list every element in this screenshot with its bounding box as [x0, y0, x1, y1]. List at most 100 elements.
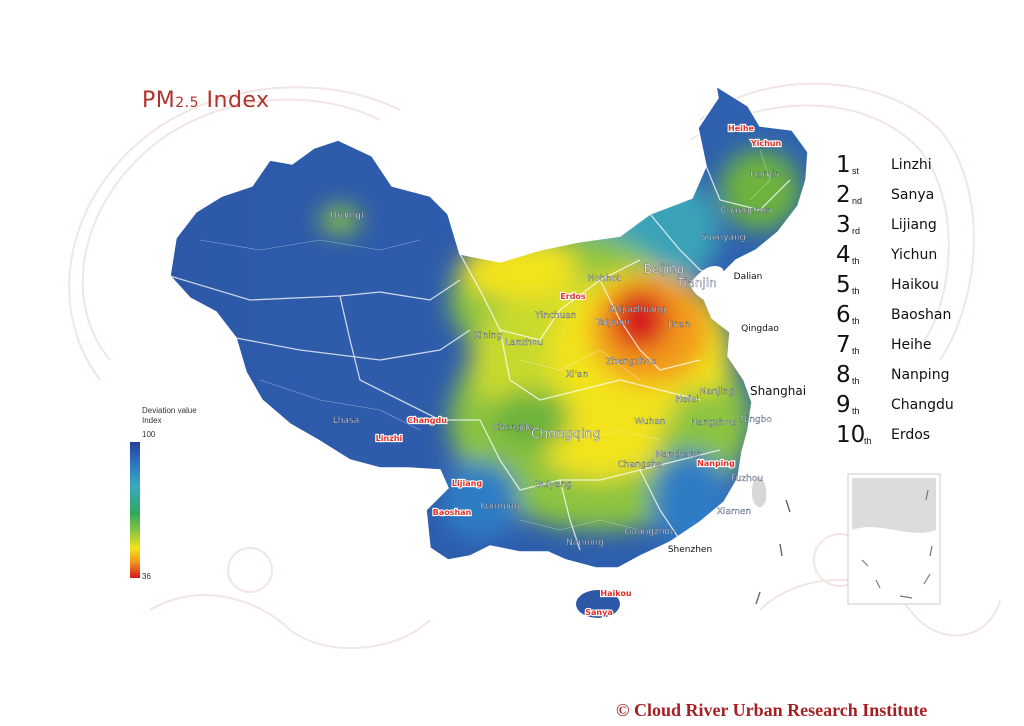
city-label: Urumqi [331, 211, 364, 221]
rank-city: Baoshan [891, 307, 952, 323]
legend-color-bar [130, 442, 140, 578]
city-label: Baoshan [433, 508, 472, 517]
copyright-notice: © Cloud River Urban Research Institute [616, 700, 928, 720]
city-label: Harbin [750, 170, 780, 180]
city-label: Nanchang [655, 450, 701, 460]
city-label: Heihe [728, 124, 755, 133]
legend-min-label: 36 [142, 572, 151, 581]
rank-number: 2 [836, 182, 851, 208]
rank-suffix: th [852, 286, 860, 296]
rank-number: 1 [836, 152, 851, 178]
rank-city: Haikou [891, 277, 940, 293]
rank-suffix: th [852, 406, 860, 416]
rank-number: 3 [836, 212, 851, 238]
rank-suffix: th [852, 376, 860, 386]
city-label: Linzhi [376, 434, 403, 443]
rank-suffix: th [852, 256, 860, 266]
rank-city: Changdu [891, 397, 954, 413]
city-labels: Heihe Yichun Harbin Changchun Shenyang Urumqi… [330, 123, 806, 618]
rank-city: Lijiang [891, 217, 937, 233]
city-label: Shenyang [701, 233, 746, 243]
rank-suffix: st [852, 166, 860, 176]
south-china-sea-inset [847, 473, 941, 605]
city-label: Wuhan [634, 417, 665, 427]
city-label: Guangzhou [624, 527, 675, 537]
city-label: Jinan [667, 320, 690, 330]
title-subscript: 2.5 [175, 95, 200, 111]
rank-suffix: th [852, 346, 860, 356]
rank-city: Heihe [891, 337, 932, 353]
city-label: Hefei [675, 395, 699, 405]
rank-suffix: nd [852, 196, 863, 206]
city-label: Hangzhou [690, 418, 735, 428]
city-label: Xiamen [717, 507, 751, 517]
city-label: Nanjing [700, 387, 734, 397]
rank-city: Erdos [891, 427, 931, 443]
city-label: Taiyuan [595, 318, 630, 328]
city-label: Kunming [480, 502, 520, 512]
rank-number: 5 [836, 272, 851, 298]
rank-suffix: th [852, 316, 860, 326]
province-borders [170, 165, 791, 551]
city-label: Guiyang [534, 480, 571, 490]
rank-city: Linzhi [891, 157, 932, 173]
city-label: Yinchuan [535, 311, 577, 321]
legend-max-label: 100 [142, 430, 156, 439]
rank-number: 10 [836, 422, 866, 448]
city-label: Dalian [734, 272, 763, 282]
title-rest: Index [199, 88, 270, 113]
legend-title-line2: Index [142, 416, 162, 425]
rank-number: 4 [836, 242, 851, 268]
city-label: Qingdao [741, 324, 779, 334]
city-label: Sanya [585, 608, 612, 617]
city-label: Ningbo [740, 415, 772, 425]
city-label: Lhasa [333, 416, 359, 426]
city-label: Haikou [600, 589, 631, 598]
legend-title-line1: Deviation value [142, 406, 197, 415]
rank-number: 7 [836, 332, 851, 358]
decorative-ornament [68, 82, 1001, 650]
bohai-sea [690, 265, 726, 304]
city-label: Yichun [750, 139, 782, 148]
city-label: Beijing [644, 262, 685, 276]
rank-suffix: th [864, 436, 872, 446]
city-label: Tianjin [676, 276, 717, 290]
city-label: Chengdu [493, 423, 533, 433]
city-label: Lanzhou [505, 338, 543, 348]
rank-suffix: rd [852, 226, 861, 236]
city-label: Hohhot [588, 274, 621, 284]
city-label: Erdos [560, 292, 586, 301]
map-title: PM2.5 Index [142, 88, 270, 113]
city-label: Xi'an [566, 370, 588, 380]
hainan-island [576, 590, 620, 618]
rank-city: Sanya [891, 187, 935, 203]
city-label: Fuzhou [731, 474, 763, 484]
rank-number: 6 [836, 302, 851, 328]
title-main: PM [142, 88, 176, 113]
city-label: Changchun [721, 206, 772, 216]
rank-number: 9 [836, 392, 851, 418]
city-label: Shenzhen [668, 545, 712, 555]
dash-line [755, 499, 791, 605]
rank-city: Nanping [891, 367, 950, 383]
city-label: Changsha [618, 460, 663, 470]
rank-number: 8 [836, 362, 851, 388]
taiwan-island [752, 477, 767, 508]
rank-city: Yichun [891, 247, 938, 263]
city-label: Shijiazhuang [608, 305, 666, 315]
legend-title: Deviation value Index [142, 406, 197, 426]
city-label: Xining [474, 331, 502, 341]
city-label: Lijiang [452, 479, 482, 488]
city-label: Shanghai [750, 384, 806, 398]
